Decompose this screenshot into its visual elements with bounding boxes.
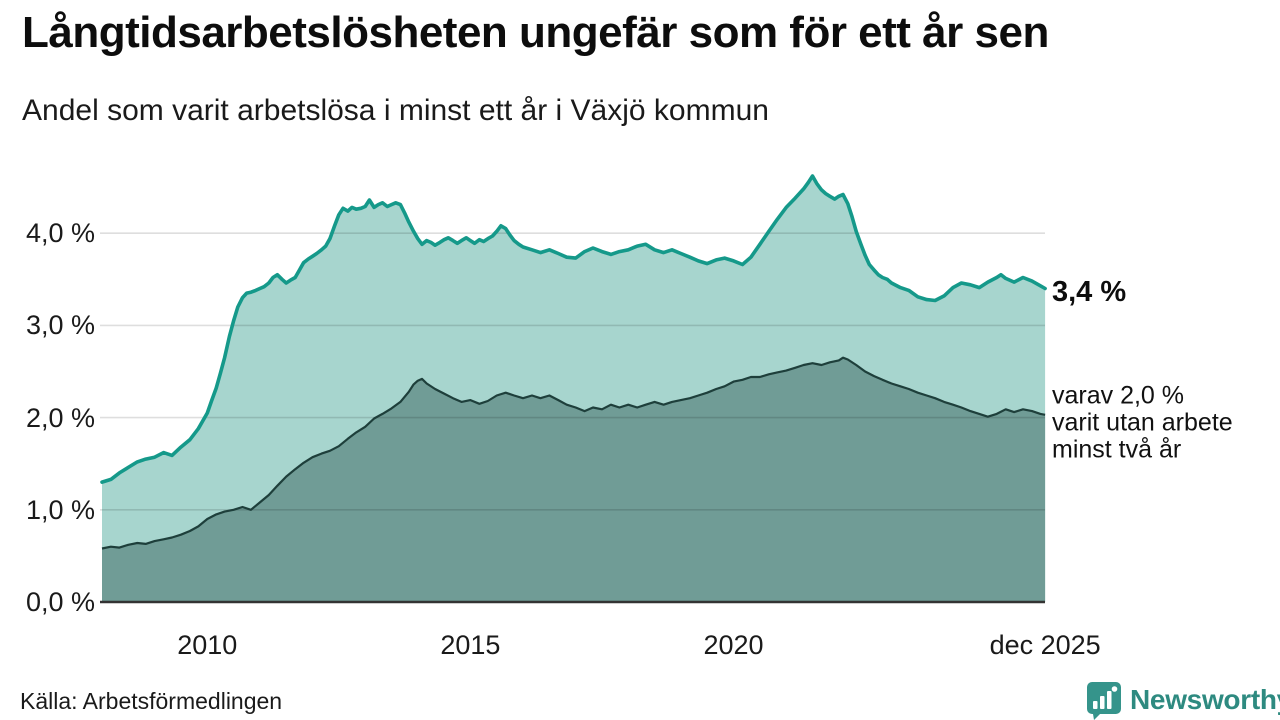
y-axis-label: 4,0 % — [25, 218, 95, 249]
source-note: Källa: Arbetsförmedlingen — [20, 688, 283, 714]
y-axis-label: 3,0 % — [25, 310, 95, 341]
brand-name: Newsworthy — [1130, 684, 1280, 715]
newsworthy-barchart-bubble-icon — [1087, 682, 1121, 720]
subset-value-annotation: varav 2,0 % varit utan arbete minst två … — [1052, 382, 1233, 463]
x-axis-label: 2020 — [703, 630, 764, 660]
y-axis-label: 0,0 % — [25, 587, 95, 617]
page-subtitle: Andel som varit arbetslösa i minst ett å… — [22, 94, 769, 127]
subset-annotation-line: varav 2,0 % — [1052, 381, 1185, 410]
total-line — [100, 174, 1047, 484]
x-axis-label: 2010 — [177, 630, 238, 660]
x-axis-label: 2015 — [440, 630, 501, 660]
y-axis-label: 1,0 % — [25, 494, 95, 525]
subset-line — [101, 356, 1046, 550]
subset-area-fill — [102, 357, 1046, 602]
y-axis-label: 2,0 % — [25, 402, 95, 433]
page-title: Långtidsarbetslösheten ungefär som för e… — [22, 8, 1049, 57]
total-value-annotation: 3,4 % — [1052, 275, 1127, 308]
subset-annotation-line: minst två år — [1052, 435, 1182, 464]
x-axis-label: dec 2025 — [989, 630, 1101, 660]
subset-annotation-line: varit utan arbete — [1052, 408, 1233, 437]
brand-logo: Newsworthy — [1084, 680, 1280, 720]
